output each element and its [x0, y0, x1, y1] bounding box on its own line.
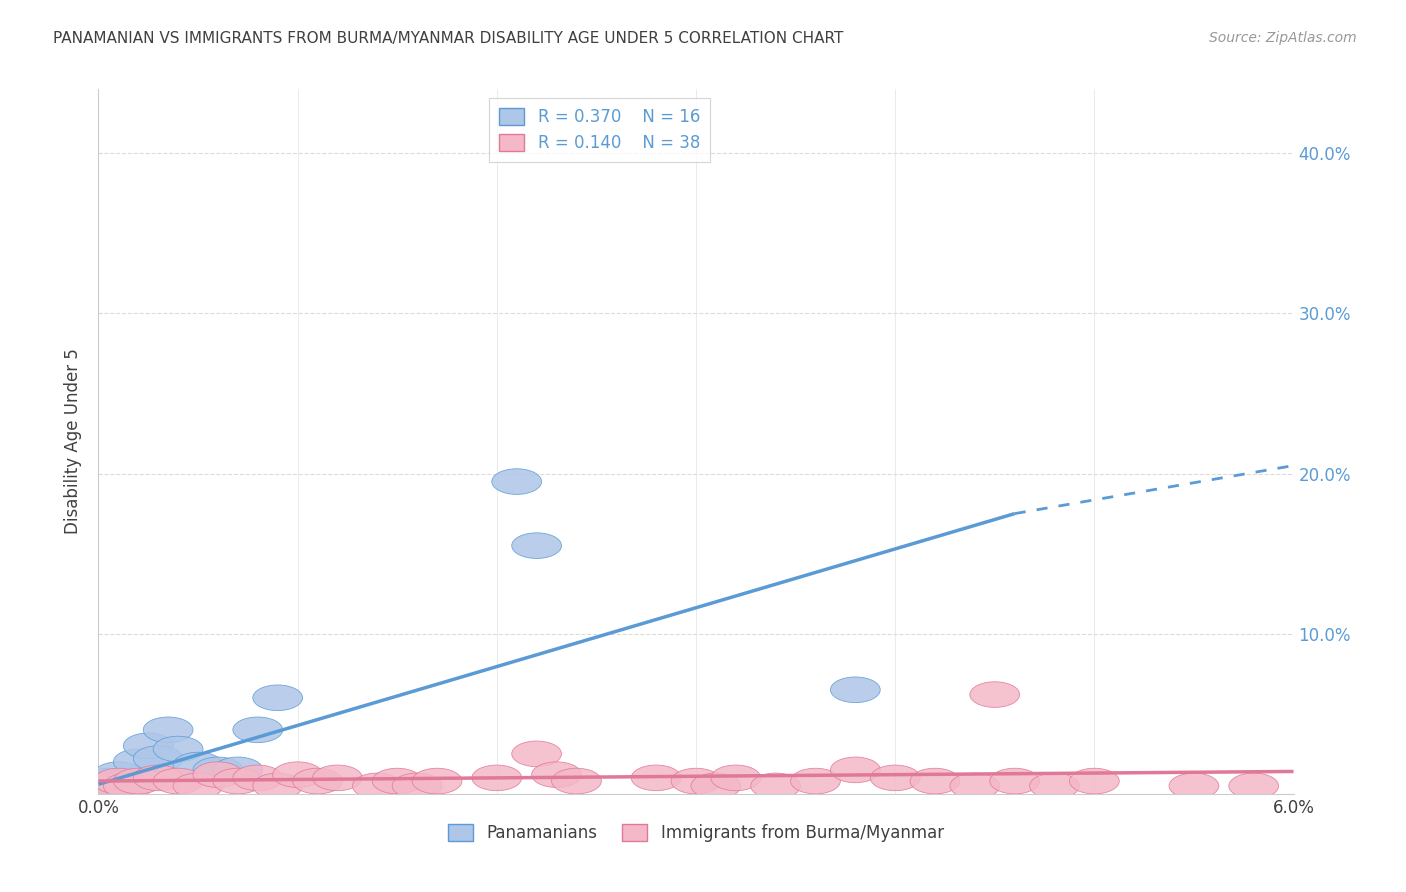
Ellipse shape	[531, 762, 582, 788]
Ellipse shape	[173, 752, 224, 778]
Ellipse shape	[412, 768, 463, 794]
Ellipse shape	[253, 685, 302, 711]
Ellipse shape	[153, 768, 202, 794]
Ellipse shape	[492, 469, 541, 494]
Ellipse shape	[950, 773, 1000, 798]
Ellipse shape	[253, 773, 302, 798]
Ellipse shape	[970, 681, 1019, 707]
Ellipse shape	[153, 736, 202, 762]
Ellipse shape	[233, 765, 283, 790]
Ellipse shape	[1029, 773, 1080, 798]
Ellipse shape	[1070, 768, 1119, 794]
Ellipse shape	[790, 768, 841, 794]
Ellipse shape	[114, 749, 163, 774]
Ellipse shape	[83, 773, 134, 798]
Ellipse shape	[831, 757, 880, 782]
Ellipse shape	[831, 677, 880, 703]
Ellipse shape	[392, 773, 441, 798]
Ellipse shape	[353, 773, 402, 798]
Ellipse shape	[751, 773, 800, 798]
Ellipse shape	[134, 765, 183, 790]
Ellipse shape	[1229, 773, 1278, 798]
Ellipse shape	[134, 746, 183, 772]
Legend: Panamanians, Immigrants from Burma/Myanmar: Panamanians, Immigrants from Burma/Myanm…	[441, 817, 950, 849]
Ellipse shape	[990, 768, 1039, 794]
Ellipse shape	[472, 765, 522, 790]
Ellipse shape	[551, 768, 602, 794]
Text: Source: ZipAtlas.com: Source: ZipAtlas.com	[1209, 31, 1357, 45]
Ellipse shape	[373, 768, 422, 794]
Ellipse shape	[93, 768, 143, 794]
Ellipse shape	[631, 765, 681, 790]
Y-axis label: Disability Age Under 5: Disability Age Under 5	[65, 349, 83, 534]
Ellipse shape	[93, 762, 143, 788]
Ellipse shape	[690, 773, 741, 798]
Ellipse shape	[292, 768, 343, 794]
Ellipse shape	[671, 768, 721, 794]
Ellipse shape	[104, 773, 153, 798]
Ellipse shape	[512, 741, 561, 766]
Ellipse shape	[212, 768, 263, 794]
Ellipse shape	[273, 762, 322, 788]
Ellipse shape	[173, 773, 224, 798]
Ellipse shape	[104, 768, 153, 794]
Ellipse shape	[143, 717, 193, 743]
Text: PANAMANIAN VS IMMIGRANTS FROM BURMA/MYANMAR DISABILITY AGE UNDER 5 CORRELATION C: PANAMANIAN VS IMMIGRANTS FROM BURMA/MYAN…	[53, 31, 844, 46]
Ellipse shape	[910, 768, 960, 794]
Ellipse shape	[83, 768, 134, 794]
Ellipse shape	[233, 717, 283, 743]
Ellipse shape	[193, 762, 243, 788]
Ellipse shape	[711, 765, 761, 790]
Ellipse shape	[212, 757, 263, 782]
Ellipse shape	[114, 768, 163, 794]
Ellipse shape	[193, 757, 243, 782]
Ellipse shape	[512, 533, 561, 558]
Ellipse shape	[312, 765, 363, 790]
Ellipse shape	[124, 733, 173, 758]
Ellipse shape	[870, 765, 920, 790]
Ellipse shape	[1168, 773, 1219, 798]
